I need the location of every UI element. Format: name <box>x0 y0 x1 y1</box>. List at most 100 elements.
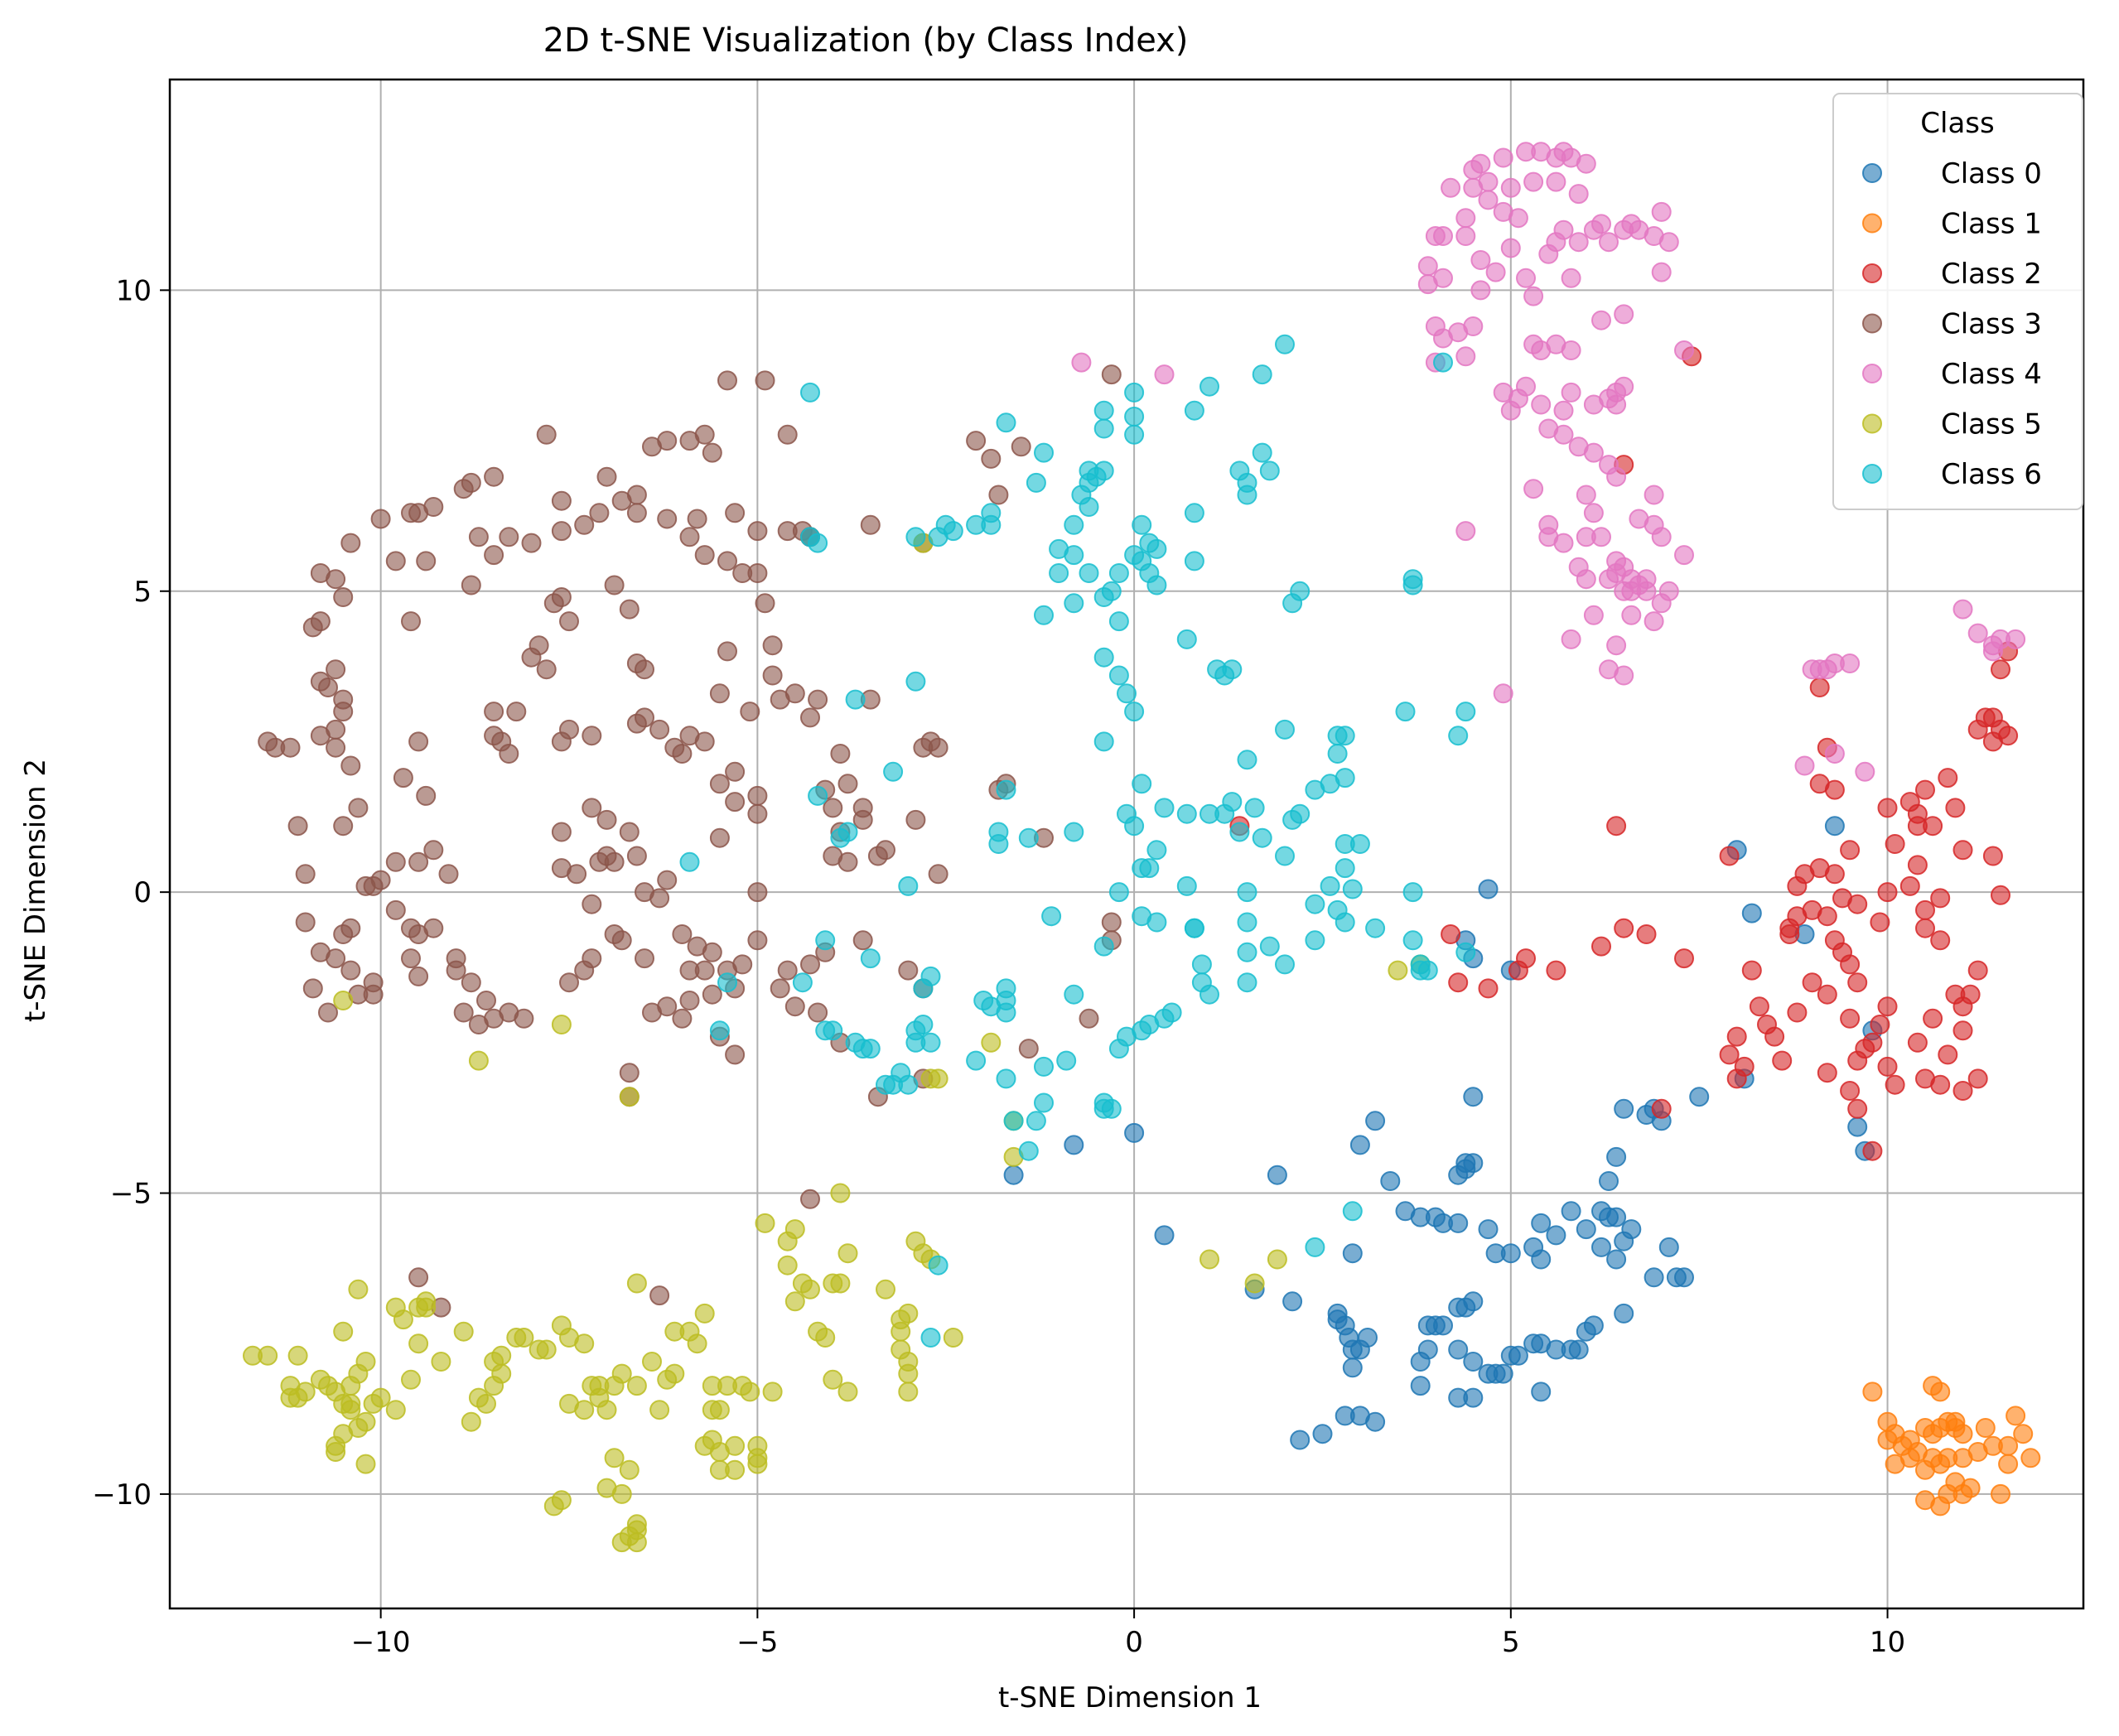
data-point <box>642 1352 662 1372</box>
legend-label: Class 6 <box>1941 458 2042 491</box>
data-point <box>393 768 413 788</box>
data-point <box>784 683 805 704</box>
data-point <box>1531 1382 1552 1402</box>
data-point <box>1576 1219 1596 1240</box>
data-point <box>876 1279 895 1300</box>
data-point <box>966 514 987 535</box>
data-point <box>657 870 678 890</box>
data-point <box>725 1044 746 1065</box>
data-point <box>1124 816 1145 837</box>
data-point <box>521 533 542 553</box>
data-point <box>1500 1243 1521 1264</box>
data-point <box>1282 593 1303 614</box>
data-point <box>1244 1273 1265 1294</box>
data-point <box>536 424 557 445</box>
data-point <box>815 930 836 951</box>
data-point <box>1809 678 1830 697</box>
data-point <box>1930 1454 1951 1474</box>
data-point <box>1794 755 1815 776</box>
data-point <box>302 978 323 999</box>
data-point <box>649 719 670 740</box>
data-point <box>1606 563 1627 583</box>
data-point <box>1199 803 1219 824</box>
data-point <box>1967 960 1988 981</box>
data-point <box>672 744 693 764</box>
data-point <box>996 412 1016 433</box>
data-point <box>2006 629 2026 649</box>
data-point <box>1402 569 1423 590</box>
data-point <box>1342 879 1363 899</box>
data-point <box>898 1303 919 1324</box>
data-point <box>1726 1068 1747 1089</box>
data-point <box>1576 485 1596 505</box>
data-point <box>830 827 851 848</box>
data-point <box>1546 1225 1566 1246</box>
data-point <box>755 593 775 614</box>
data-point <box>408 966 429 986</box>
data-point <box>717 370 737 391</box>
data-point <box>1606 635 1627 656</box>
grid-lines <box>170 80 2083 1608</box>
data-point <box>1907 1032 1928 1053</box>
data-point <box>626 1376 647 1396</box>
legend-label: Class 2 <box>1941 258 2042 291</box>
data-point <box>1817 984 1837 1005</box>
legend-marker <box>1862 413 1882 434</box>
data-point <box>823 1369 843 1390</box>
data-point <box>1478 879 1499 899</box>
data-point <box>1335 768 1355 788</box>
data-point <box>1546 960 1566 981</box>
data-point <box>1779 924 1800 944</box>
data-point <box>484 1352 504 1372</box>
data-point <box>514 1328 534 1348</box>
data-point <box>1907 855 1928 875</box>
data-point <box>318 1002 338 1023</box>
x-tick-label: 5 <box>1502 1626 1520 1659</box>
data-point <box>649 1285 670 1306</box>
data-point <box>1146 840 1167 861</box>
legend-marker <box>1862 313 1882 334</box>
data-point <box>913 978 934 999</box>
data-point <box>499 527 519 547</box>
data-point <box>385 1400 406 1420</box>
data-point <box>1176 803 1197 824</box>
data-point <box>1591 936 1611 957</box>
data-point <box>1930 1382 1951 1402</box>
data-point <box>1026 1111 1046 1131</box>
data-point <box>1930 930 1951 951</box>
data-point <box>476 991 496 1010</box>
data-point <box>453 1321 474 1342</box>
data-point <box>567 864 587 885</box>
data-point <box>370 509 391 529</box>
data-point <box>694 424 715 445</box>
data-point <box>777 1231 798 1251</box>
data-point <box>905 671 926 692</box>
data-point <box>543 1496 564 1517</box>
data-point <box>747 563 768 583</box>
data-point <box>1877 798 1898 818</box>
plot-area-frame <box>168 78 2085 1610</box>
data-point <box>326 1442 346 1462</box>
data-point <box>1237 972 1257 993</box>
data-point <box>1417 274 1438 295</box>
data-point <box>1478 190 1499 210</box>
data-point <box>1952 1081 1973 1101</box>
data-point <box>777 1255 798 1275</box>
data-point <box>860 948 881 969</box>
data-point <box>988 834 1009 854</box>
data-point <box>401 1369 421 1390</box>
data-point <box>1441 177 1461 198</box>
data-point <box>1410 1352 1431 1372</box>
legend-marker <box>1862 163 1882 183</box>
data-point <box>1531 1213 1552 1233</box>
data-point <box>619 599 640 620</box>
data-point <box>1516 268 1536 288</box>
data-point <box>1093 647 1114 668</box>
data-point <box>1146 538 1167 559</box>
data-point <box>702 942 722 962</box>
data-point <box>1877 882 1898 903</box>
data-point <box>363 875 384 896</box>
data-point <box>1952 840 1973 861</box>
data-point <box>1726 1026 1747 1047</box>
x-tick-label: 0 <box>1125 1626 1143 1659</box>
